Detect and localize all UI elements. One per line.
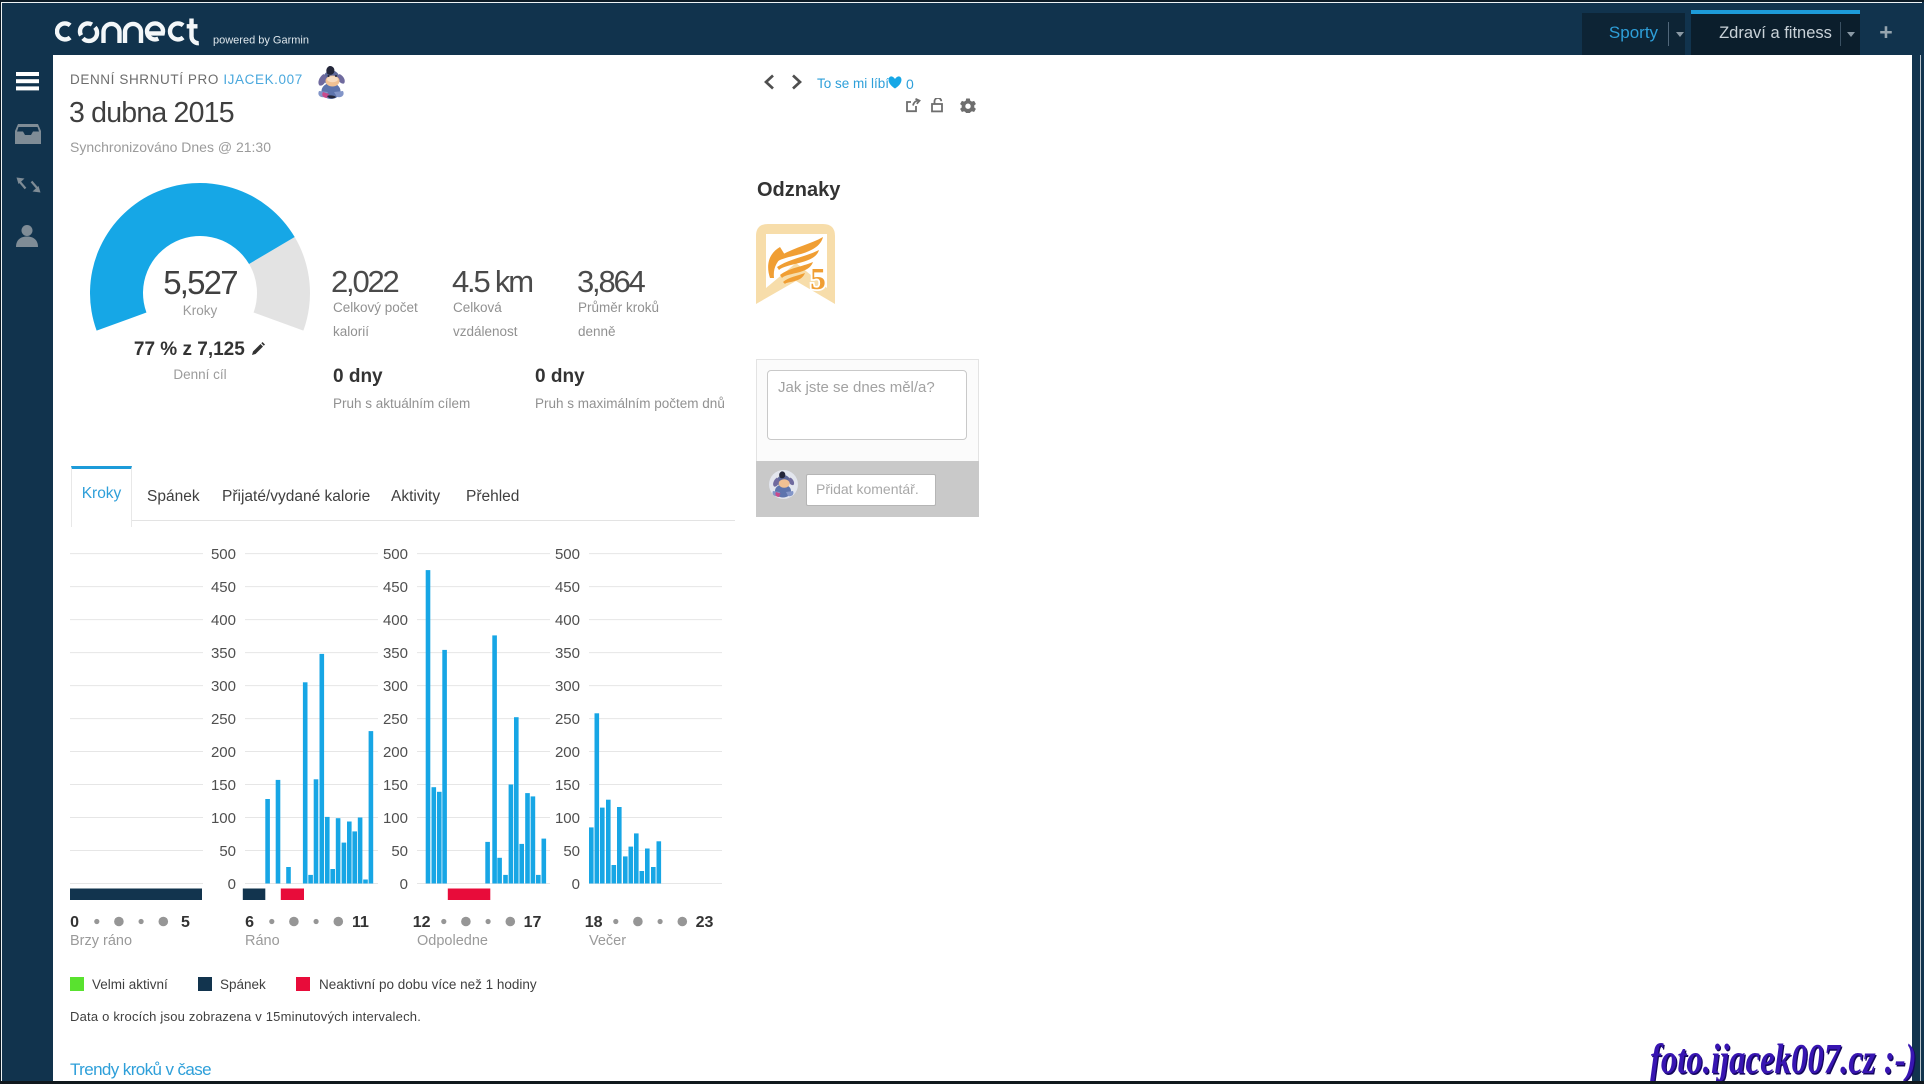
svg-text:300: 300 <box>211 678 236 695</box>
svg-text:400: 400 <box>211 612 236 629</box>
svg-text:500: 500 <box>383 546 408 563</box>
svg-text:300: 300 <box>383 678 408 695</box>
svg-text:23: 23 <box>696 914 714 931</box>
svg-text:200: 200 <box>555 744 580 761</box>
svg-text:50: 50 <box>391 843 408 860</box>
svg-text:Odpoledne: Odpoledne <box>417 933 488 949</box>
svg-text:12: 12 <box>413 914 431 931</box>
svg-text:Brzy ráno: Brzy ráno <box>70 933 132 949</box>
svg-text:400: 400 <box>383 612 408 629</box>
svg-text:50: 50 <box>219 843 236 860</box>
svg-text:0: 0 <box>572 876 580 893</box>
svg-text:11: 11 <box>352 914 369 931</box>
svg-text:100: 100 <box>383 810 408 827</box>
svg-text:500: 500 <box>211 546 236 563</box>
svg-text:0: 0 <box>70 914 79 931</box>
svg-text:200: 200 <box>211 744 236 761</box>
svg-text:350: 350 <box>383 645 408 662</box>
svg-text:18: 18 <box>585 914 603 931</box>
svg-text:Večer: Večer <box>589 933 626 949</box>
svg-text:450: 450 <box>383 579 408 596</box>
svg-text:0: 0 <box>228 876 236 893</box>
svg-text:250: 250 <box>211 711 236 728</box>
svg-text:500: 500 <box>555 546 580 563</box>
svg-text:450: 450 <box>211 579 236 596</box>
svg-text:5: 5 <box>181 914 190 931</box>
svg-text:17: 17 <box>524 914 542 931</box>
svg-text:250: 250 <box>555 711 580 728</box>
svg-text:150: 150 <box>555 777 580 794</box>
svg-text:450: 450 <box>555 579 580 596</box>
svg-text:100: 100 <box>211 810 236 827</box>
svg-text:6: 6 <box>245 914 254 931</box>
svg-text:5: 5 <box>810 261 826 296</box>
svg-text:150: 150 <box>211 777 236 794</box>
svg-text:powered by Garmin: powered by Garmin <box>213 35 309 47</box>
svg-text:0: 0 <box>400 876 408 893</box>
svg-text:350: 350 <box>555 645 580 662</box>
svg-text:400: 400 <box>555 612 580 629</box>
svg-text:Ráno: Ráno <box>245 933 280 949</box>
svg-text:350: 350 <box>211 645 236 662</box>
svg-text:300: 300 <box>555 678 580 695</box>
svg-text:250: 250 <box>383 711 408 728</box>
svg-text:150: 150 <box>383 777 408 794</box>
svg-text:50: 50 <box>563 843 580 860</box>
svg-text:100: 100 <box>555 810 580 827</box>
svg-text:200: 200 <box>383 744 408 761</box>
